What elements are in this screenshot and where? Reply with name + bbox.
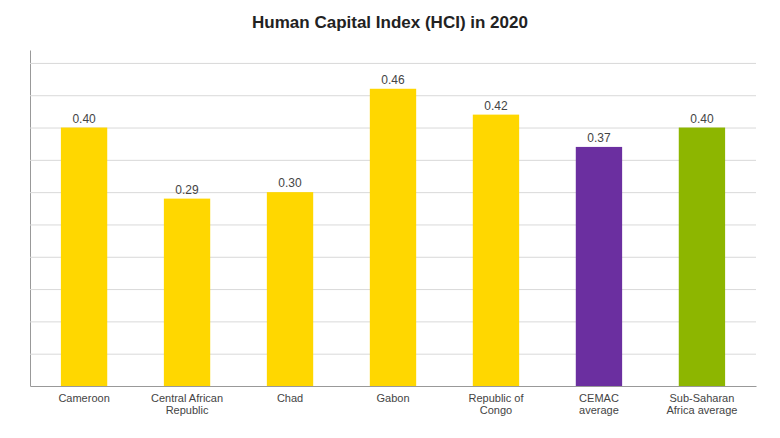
x-tick: Chad (277, 386, 303, 404)
x-tick-label-line: CEMAC (579, 392, 619, 404)
x-tick-label-line: Cameroon (58, 392, 109, 404)
bar (164, 199, 210, 386)
bar (267, 192, 313, 386)
x-tick-label-line: Sub-Saharan (670, 392, 735, 404)
bar (473, 115, 519, 386)
x-axis-line (31, 386, 757, 387)
bar (576, 147, 622, 386)
x-tick-label: CEMACaverage (579, 392, 619, 417)
y-tick (30, 386, 756, 387)
x-tick-label: Chad (277, 392, 303, 404)
x-axis: Cameroon Central AfricanRepublic Chad Gabon… (31, 386, 757, 416)
y-tick (30, 63, 756, 64)
x-tick: Central AfricanRepublic (151, 386, 223, 416)
x-tick-label-line: Republic of (468, 392, 524, 404)
data-label: 0.40 (72, 112, 96, 126)
x-tick: Republic ofCongo (468, 386, 524, 416)
x-tick-label-line: Congo (480, 404, 512, 416)
x-tick: Gabon (376, 386, 409, 404)
chart: Human Capital Index (HCI) in 2020 Cameroo… (0, 0, 780, 438)
data-label: 0.40 (690, 112, 714, 126)
bar (679, 128, 725, 386)
grid-line (30, 63, 756, 64)
bar (61, 128, 107, 386)
chart-container: Human Capital Index (HCI) in 2020 Cameroo… (0, 0, 780, 438)
title: Human Capital Index (HCI) in 2020 (252, 13, 528, 32)
data-labels: 0.40 0.29 0.30 0.46 0.42 0.37 0.40 (72, 73, 714, 197)
x-tick: Cameroon (58, 386, 109, 404)
x-tick-label-line: Republic (166, 404, 209, 416)
bars (61, 89, 725, 386)
x-tick: Sub-SaharanAfrica average (666, 386, 737, 416)
x-tick-label: Central AfricanRepublic (151, 392, 223, 417)
grid-line (30, 386, 756, 387)
data-label: 0.30 (278, 176, 302, 190)
x-tick: CEMACaverage (579, 386, 619, 416)
x-tick-label-line: Central African (151, 392, 223, 404)
y-axis (30, 51, 756, 387)
x-tick-label: Sub-SaharanAfrica average (666, 392, 737, 417)
x-tick-label-line: Gabon (376, 392, 409, 404)
data-label: 0.42 (484, 99, 508, 113)
x-tick-label-line: Chad (277, 392, 303, 404)
x-tick-label: Cameroon (58, 392, 109, 404)
data-label: 0.46 (381, 73, 405, 87)
x-tick-label-line: Africa average (666, 404, 737, 416)
bar (370, 89, 416, 386)
data-label: 0.37 (587, 131, 611, 145)
data-label: 0.29 (175, 183, 199, 197)
x-tick-label: Gabon (376, 392, 409, 404)
y-axis-line (30, 51, 31, 387)
plot: Cameroon Central AfricanRepublic Chad Gabon… (30, 51, 757, 417)
x-tick-label-line: average (579, 404, 619, 416)
x-tick-label: Republic ofCongo (468, 392, 524, 417)
